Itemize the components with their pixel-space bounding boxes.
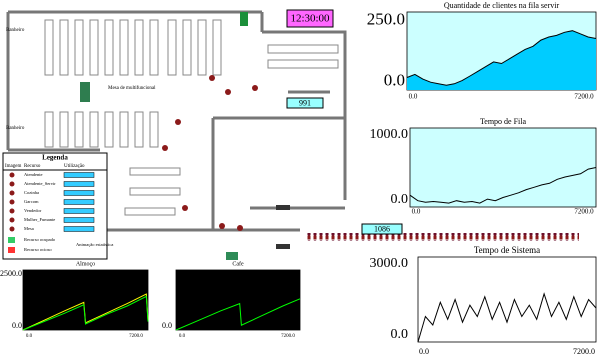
y-tick-label: 2500.0: [0, 269, 22, 278]
y-tick-label: 0.0: [391, 327, 409, 342]
series-line: [417, 292, 597, 343]
legend-icon: [9, 181, 15, 187]
legend-icon: [9, 208, 15, 214]
utilization-bar: [63, 199, 95, 205]
series-line: [175, 298, 301, 331]
plot-title: Tempo de Fila: [480, 117, 527, 126]
legend-box: [2, 152, 108, 260]
legend-icon: [9, 190, 15, 196]
utilization-bar: [63, 181, 95, 187]
x-tick-label: 0.0: [179, 334, 186, 339]
plot-title: Quantidade de clientes na fila servir: [444, 1, 560, 10]
x-tick-label: 7200.0: [129, 334, 143, 339]
x-tick-label: 7200.0: [574, 93, 594, 101]
utilization-bar: [63, 217, 95, 223]
counter-box: [361, 223, 403, 235]
x-tick-label: 0.0: [419, 347, 429, 356]
legend: Legenda Imagem Recurso Utilização Atendente…: [2, 152, 113, 260]
legend-header: Imagem: [5, 164, 21, 169]
y-tick-label: 0.0: [12, 321, 22, 330]
legend-header: Recurso: [24, 164, 41, 169]
legend-icon: [9, 172, 15, 178]
legend-header: Utilização: [64, 164, 85, 169]
wall: [6, 10, 347, 160]
utilization-bar: [63, 208, 95, 214]
legend-row: Mulher_Fumante: [24, 217, 55, 222]
legend-row: Mesa: [24, 226, 34, 231]
plot-title: Almoço: [76, 261, 95, 267]
y-tick-label: 250.0: [367, 9, 405, 28]
legend-icon: [9, 199, 15, 205]
legend-status: Recurso ocioso: [24, 247, 52, 252]
legend-icon: [9, 226, 15, 232]
plot-area: [175, 269, 301, 331]
counter: 1086: [374, 224, 390, 233]
legend-icon: [9, 217, 15, 223]
legend-row: Vendedor: [24, 208, 42, 213]
y-tick-label: 1000.0: [370, 127, 409, 142]
x-tick-label: 7200.0: [574, 208, 594, 216]
plot-title: Tempo de Sistema: [474, 245, 540, 255]
counter-box: [286, 97, 324, 109]
series-line: [22, 295, 149, 331]
y-tick-label: 3000.0: [370, 256, 409, 271]
legend-row: Atendente: [24, 172, 43, 177]
x-tick-label: 0.0: [26, 334, 33, 339]
people: [80, 12, 579, 260]
x-tick-label: 7200.0: [573, 347, 595, 356]
utilization-bar: [63, 226, 95, 232]
legend-row: Atendente_Servir: [24, 181, 56, 186]
plot-title: Cafe: [232, 260, 244, 267]
desks: [44, 19, 339, 216]
y-tick-label: 0.0: [384, 70, 405, 89]
status-swatch: [8, 247, 15, 253]
legend-status: Recurso ocupado: [24, 237, 56, 242]
x-tick-label: 0.0: [409, 93, 418, 101]
floor-label: Mesa de multifuncional: [108, 86, 156, 91]
series-line: [409, 167, 597, 204]
utilization-bar: [63, 190, 95, 196]
floor-label: Banheiro: [6, 126, 25, 131]
wall: [100, 90, 347, 232]
legend-title: Legenda: [42, 154, 68, 162]
utilization-bar: [63, 172, 95, 178]
legend-row: Garcom: [24, 199, 39, 204]
x-tick-label: 7200.0: [281, 334, 295, 339]
floor-label: Banheiro: [6, 28, 25, 33]
legend-note: Animação estatística: [76, 242, 113, 247]
area: [407, 30, 596, 90]
x-tick-label: 0.0: [412, 208, 421, 216]
clock: 12:30:00: [290, 13, 330, 25]
plot-area: [417, 256, 597, 343]
floor-plan: 12:30:00 991 1086 Banheiro Banheiro Mesa…: [6, 9, 579, 260]
series-line: [406, 30, 597, 86]
counter: 991: [299, 98, 311, 107]
plot-area: [409, 127, 597, 208]
legend-row: Cozinha: [24, 190, 39, 195]
status-swatch: [8, 237, 15, 243]
y-tick-label: 0.0: [162, 321, 172, 330]
clock-box: [286, 9, 334, 28]
y-tick-label: 0.0: [391, 192, 409, 207]
